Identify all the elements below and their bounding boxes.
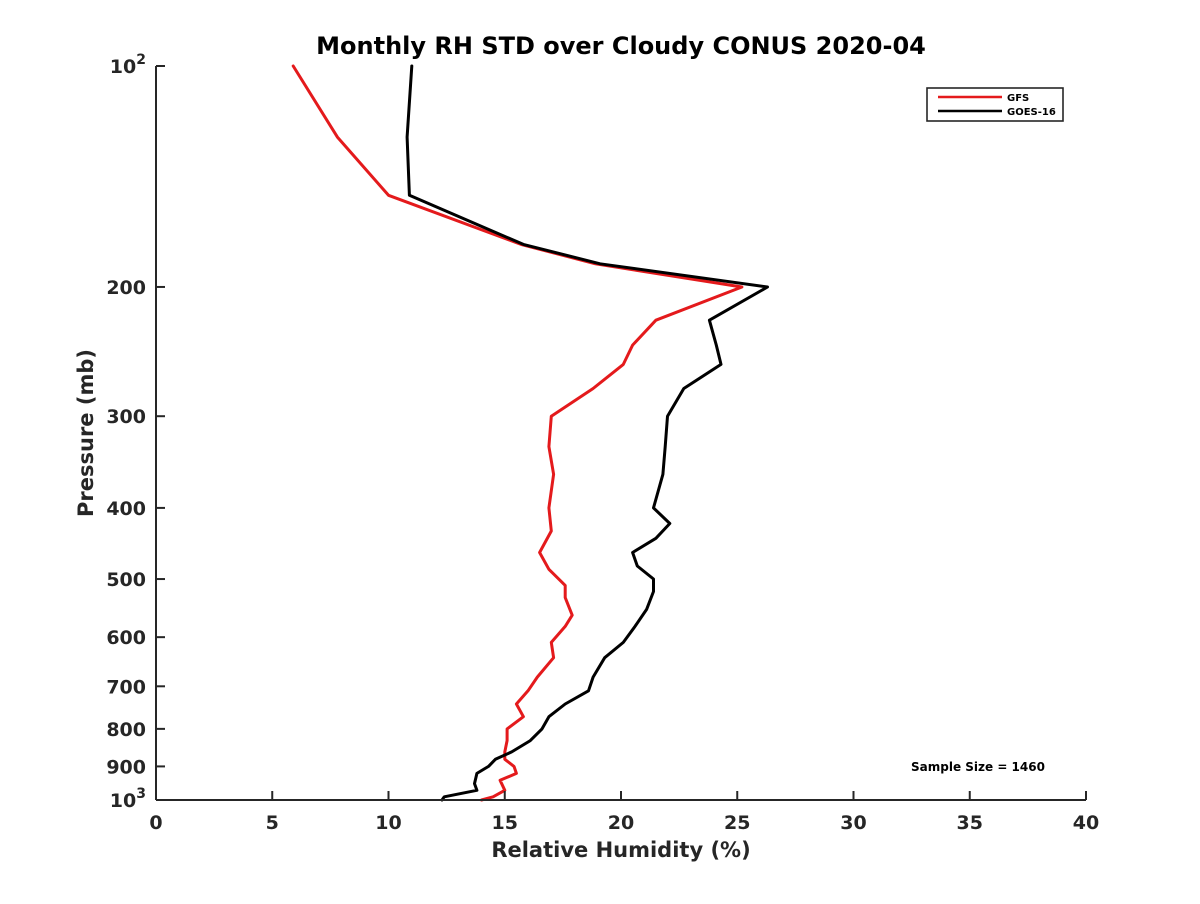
x-axis-title: Relative Humidity (%)	[491, 838, 750, 862]
y-tick-label-base: 500	[106, 569, 146, 591]
x-tick-label: 25	[724, 812, 750, 834]
series-line-gfs	[291, 64, 744, 802]
y-tick-label: 400	[106, 498, 146, 520]
x-tick-label: 15	[492, 812, 518, 834]
y-tick-label-base: 10	[110, 56, 136, 78]
series-line-goes16	[405, 64, 769, 802]
y-tick-label-base: 300	[106, 406, 146, 428]
legend-box	[926, 87, 1064, 122]
series-layer	[291, 64, 769, 802]
y-tick-label: 800	[106, 719, 146, 741]
y-tick-label-base: 800	[106, 719, 146, 741]
x-tick-label: 0	[149, 812, 162, 834]
y-tick-label-exponent: 3	[136, 786, 146, 802]
y-tick-label-base: 400	[106, 498, 146, 520]
y-tick-label-base: 900	[106, 756, 146, 778]
x-tick-label: 35	[957, 812, 983, 834]
legend-label-gfs: GFS	[1007, 93, 1029, 104]
y-tick-label-base: 700	[106, 676, 146, 698]
axes-layer	[155, 66, 1086, 801]
x-tick-label: 5	[266, 812, 279, 834]
y-tick-label-base: 200	[106, 277, 146, 299]
x-tick-label: 40	[1073, 812, 1099, 834]
y-axis-title: Pressure (mb)	[74, 349, 98, 517]
legend-label-goes16: GOES-16	[1007, 107, 1056, 118]
legend: GFS GOES-16	[926, 87, 1064, 122]
y-tick-label: 900	[106, 756, 146, 778]
y-tick-label: 500	[106, 569, 146, 591]
x-tick-label: 10	[375, 812, 401, 834]
y-tick-label: 200	[106, 277, 146, 299]
sample-size-note: Sample Size = 1460	[911, 760, 1045, 774]
y-tick-label: 600	[106, 627, 146, 649]
x-ticks: 0 5 10 15 20 25 30 35 40	[149, 791, 1099, 834]
x-tick-label: 20	[608, 812, 634, 834]
x-tick-label: 30	[840, 812, 866, 834]
y-tick-label: 300	[106, 406, 146, 428]
y-tick-label-base: 10	[110, 790, 136, 812]
chart-title: Monthly RH STD over Cloudy CONUS 2020-04	[316, 32, 926, 60]
y-tick-label: 103	[110, 786, 146, 812]
y-tick-label: 102	[110, 52, 146, 78]
y-tick-label: 700	[106, 676, 146, 698]
y-tick-label-base: 600	[106, 627, 146, 649]
y-tick-label-exponent: 2	[136, 52, 146, 68]
